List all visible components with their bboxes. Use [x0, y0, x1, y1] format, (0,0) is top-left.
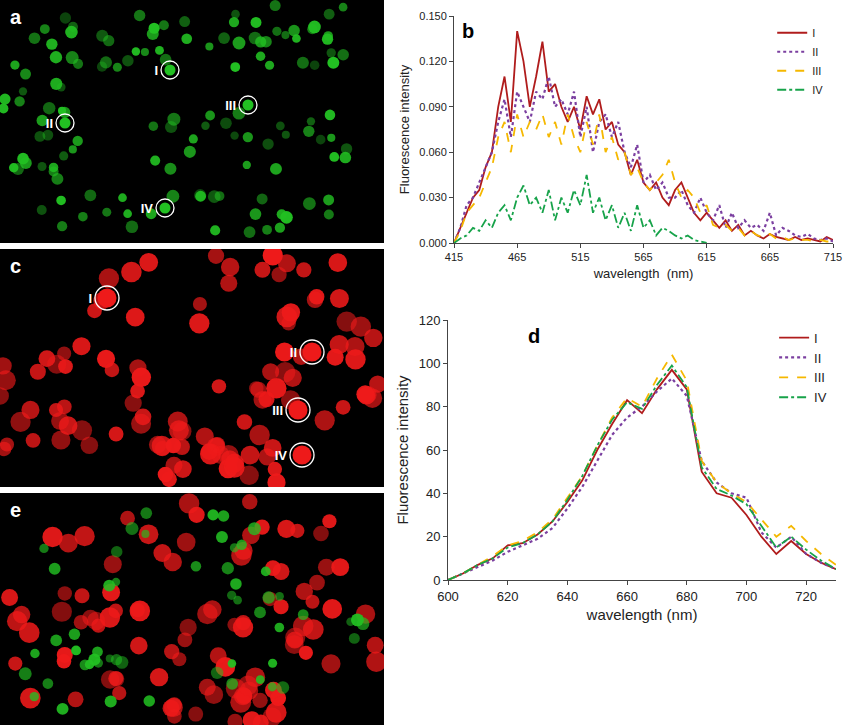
svg-text:665: 665	[761, 251, 779, 263]
svg-text:II: II	[812, 46, 818, 58]
svg-text:620: 620	[497, 589, 519, 604]
svg-text:wavelength (nm): wavelength (nm)	[593, 266, 694, 281]
svg-text:IV: IV	[814, 390, 827, 405]
svg-text:IV: IV	[275, 448, 288, 463]
svg-text:715: 715	[824, 251, 842, 263]
svg-text:700: 700	[736, 589, 758, 604]
svg-text:660: 660	[616, 589, 638, 604]
svg-text:III: III	[272, 403, 283, 418]
svg-text:e: e	[10, 499, 21, 521]
svg-text:III: III	[812, 65, 821, 77]
svg-text:615: 615	[697, 251, 715, 263]
svg-text:0.030: 0.030	[419, 191, 447, 203]
svg-text:0.060: 0.060	[419, 146, 447, 158]
svg-text:100: 100	[419, 356, 441, 371]
svg-text:680: 680	[676, 589, 698, 604]
svg-text:b: b	[462, 20, 474, 42]
svg-text:IV: IV	[141, 201, 154, 216]
svg-text:Fluorescence intensity: Fluorescence intensity	[394, 375, 411, 525]
svg-text:I: I	[812, 27, 815, 39]
svg-text:20: 20	[426, 529, 440, 544]
svg-text:I: I	[88, 291, 92, 306]
svg-text:I: I	[154, 63, 158, 78]
svg-text:II: II	[290, 345, 297, 360]
svg-text:III: III	[814, 370, 825, 385]
svg-text:0: 0	[433, 573, 440, 588]
svg-text:II: II	[46, 116, 53, 131]
svg-text:565: 565	[634, 251, 652, 263]
svg-text:III: III	[225, 98, 236, 113]
svg-text:465: 465	[508, 251, 526, 263]
svg-text:I: I	[814, 331, 818, 346]
svg-text:Fluorescence intensity: Fluorescence intensity	[397, 64, 412, 194]
svg-text:600: 600	[437, 589, 459, 604]
svg-text:c: c	[10, 255, 21, 277]
svg-text:120: 120	[419, 313, 441, 328]
svg-text:a: a	[10, 6, 22, 28]
svg-text:0.120: 0.120	[419, 55, 447, 67]
svg-text:wavelength (nm): wavelength (nm)	[586, 606, 698, 623]
svg-text:II: II	[814, 351, 821, 366]
svg-text:640: 640	[557, 589, 579, 604]
svg-text:415: 415	[445, 251, 463, 263]
svg-text:720: 720	[795, 589, 817, 604]
svg-text:0.090: 0.090	[419, 101, 447, 113]
svg-text:d: d	[528, 325, 540, 347]
svg-text:0.000: 0.000	[419, 237, 447, 249]
svg-text:0.150: 0.150	[419, 10, 447, 22]
svg-text:80: 80	[426, 399, 440, 414]
svg-text:IV: IV	[812, 84, 823, 96]
svg-text:515: 515	[571, 251, 589, 263]
svg-text:40: 40	[426, 486, 440, 501]
svg-text:60: 60	[426, 443, 440, 458]
